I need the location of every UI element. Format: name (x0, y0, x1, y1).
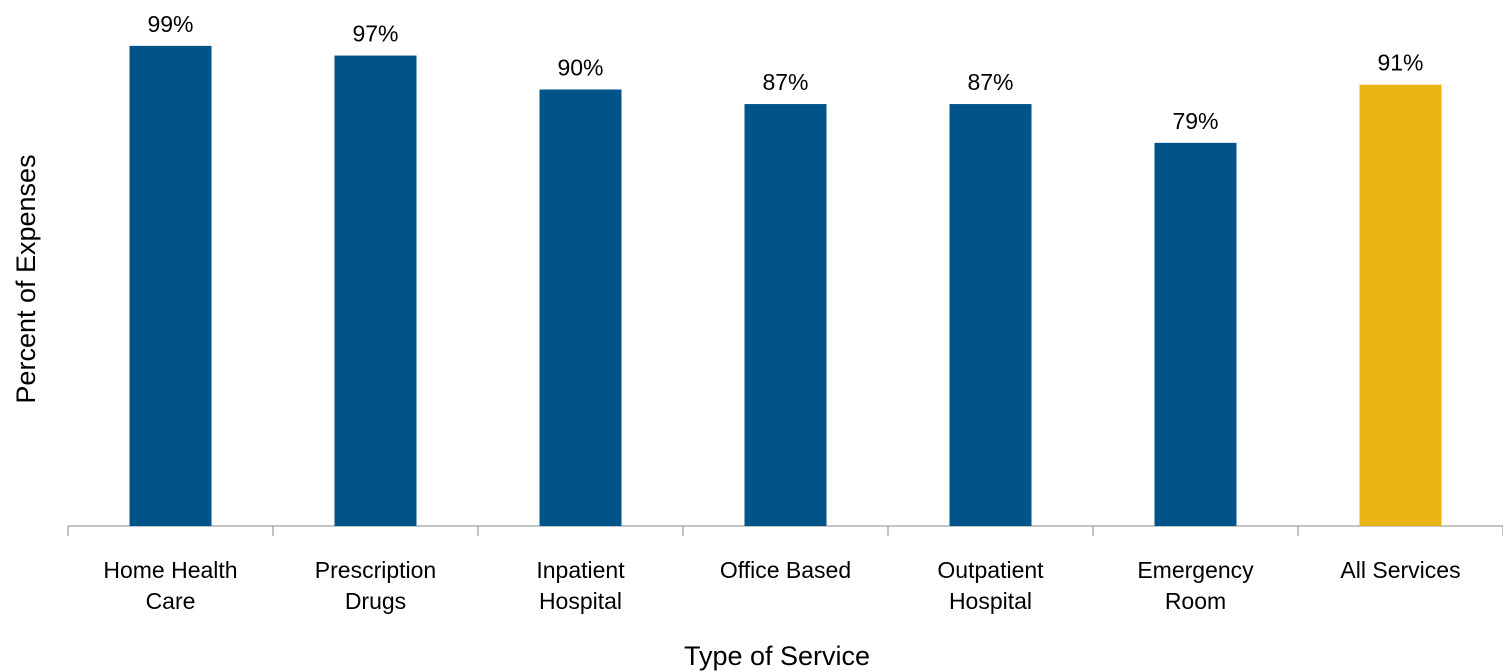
data-label: 87% (762, 69, 808, 95)
bar (949, 104, 1032, 527)
x-tick-label: Outpatient Hospital (937, 557, 1044, 614)
x-axis-label: Type of Service (684, 641, 870, 671)
data-label: 99% (147, 11, 193, 37)
x-tick-label: Home Health Care (103, 557, 237, 614)
x-tick-label: Emergency Room (1137, 557, 1254, 614)
bar (1359, 84, 1442, 527)
x-tick-label: Prescription Drugs (315, 557, 436, 614)
bar (539, 89, 622, 526)
bar (1154, 142, 1237, 526)
data-label: 90% (557, 55, 603, 81)
bar (334, 55, 417, 527)
data-label: 91% (1377, 50, 1423, 76)
data-label: 97% (352, 21, 398, 47)
x-tick-label: Inpatient Hospital (536, 557, 625, 614)
x-tick-label: All Services (1340, 557, 1460, 583)
y-axis-label: Percent of Expenses (11, 154, 41, 403)
data-label: 87% (967, 69, 1013, 95)
x-tick-label: Office Based (720, 557, 851, 583)
bar (129, 45, 212, 526)
bar (744, 104, 827, 527)
data-label: 79% (1172, 108, 1218, 134)
